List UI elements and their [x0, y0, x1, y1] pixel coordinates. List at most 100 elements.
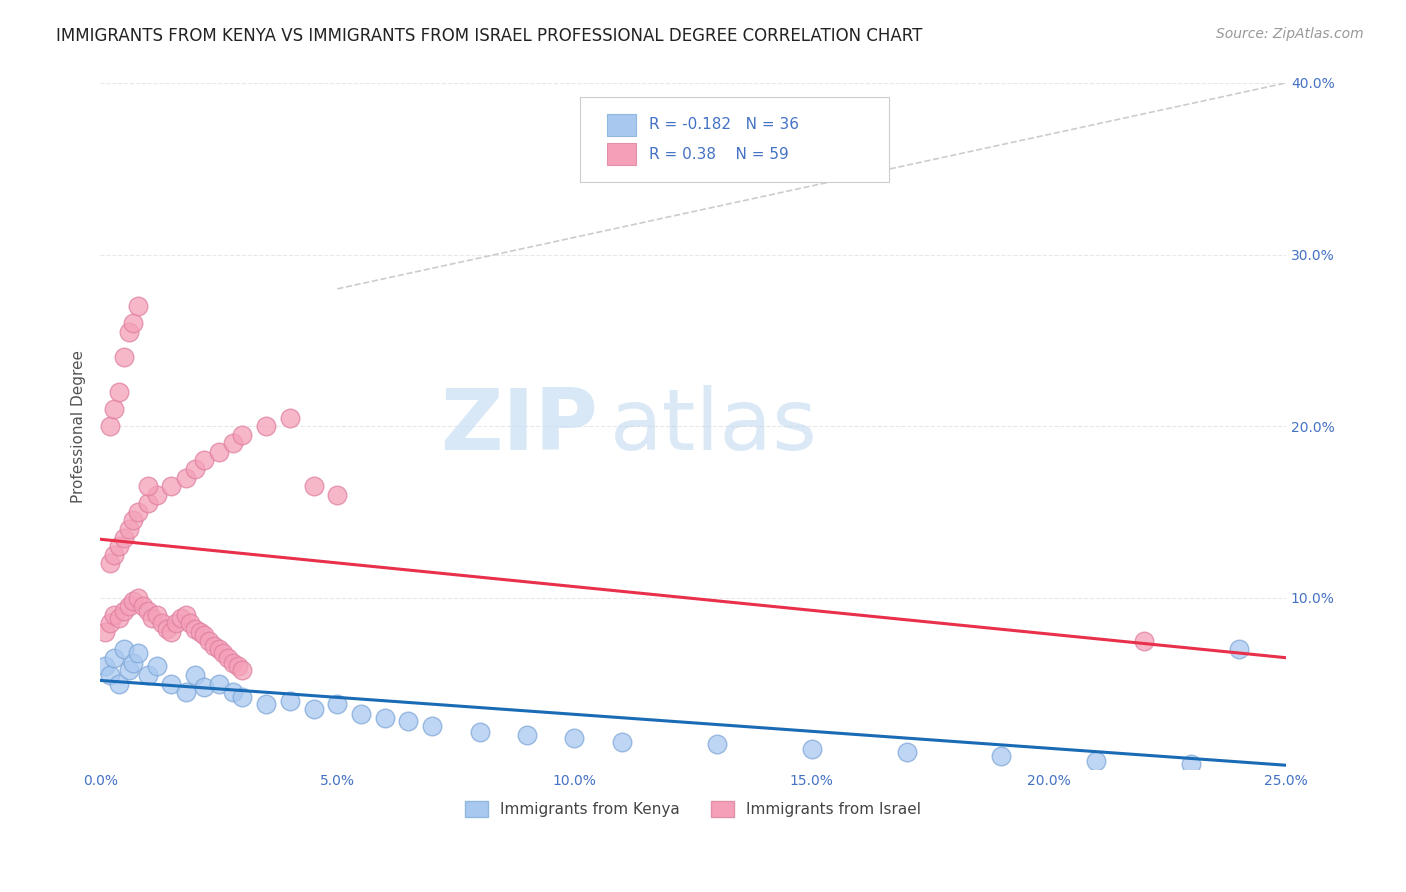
Point [231, 427, 253, 442]
Point [326, 488, 349, 502]
Point [706, 737, 728, 751]
Point [516, 728, 538, 742]
Point [896, 745, 918, 759]
Point [103, 548, 125, 562]
Text: Source: ZipAtlas.com: Source: ZipAtlas.com [1216, 27, 1364, 41]
Point [160, 676, 183, 690]
Point [122, 514, 145, 528]
Point [254, 697, 277, 711]
Point [155, 622, 177, 636]
Text: ZIP: ZIP [440, 384, 598, 467]
Point [160, 479, 183, 493]
Point [179, 616, 201, 631]
Point [136, 604, 159, 618]
Point [231, 690, 253, 705]
Point [122, 316, 145, 330]
Point [254, 419, 277, 434]
Point [231, 663, 253, 677]
FancyBboxPatch shape [606, 144, 636, 165]
Text: R = -0.182   N = 36: R = -0.182 N = 36 [650, 118, 799, 132]
FancyBboxPatch shape [606, 114, 636, 136]
Point [132, 599, 155, 614]
Point [468, 724, 491, 739]
Point [98, 616, 121, 631]
Legend: Immigrants from Kenya, Immigrants from Israel: Immigrants from Kenya, Immigrants from I… [460, 796, 927, 823]
Point [184, 668, 207, 682]
Point [141, 611, 163, 625]
Point [117, 325, 139, 339]
Point [108, 611, 131, 625]
Point [146, 488, 169, 502]
Point [202, 639, 225, 653]
Point [208, 676, 231, 690]
Point [610, 735, 633, 749]
Point [108, 384, 131, 399]
Point [174, 470, 197, 484]
Point [98, 557, 121, 571]
Point [1132, 633, 1154, 648]
FancyBboxPatch shape [581, 96, 889, 183]
Point [98, 668, 121, 682]
Point [117, 599, 139, 614]
Point [420, 719, 443, 733]
Text: IMMIGRANTS FROM KENYA VS IMMIGRANTS FROM ISRAEL PROFESSIONAL DEGREE CORRELATION : IMMIGRANTS FROM KENYA VS IMMIGRANTS FROM… [56, 27, 922, 45]
Point [103, 650, 125, 665]
Point [222, 656, 245, 670]
Point [108, 539, 131, 553]
Point [302, 479, 325, 493]
Point [127, 591, 149, 605]
Point [136, 479, 159, 493]
Point [278, 410, 301, 425]
Point [112, 604, 135, 618]
Text: R = 0.38    N = 59: R = 0.38 N = 59 [650, 147, 789, 161]
Point [564, 731, 586, 746]
Point [170, 611, 193, 625]
Point [146, 659, 169, 673]
Point [374, 711, 396, 725]
Point [150, 616, 173, 631]
Point [990, 748, 1012, 763]
Point [117, 663, 139, 677]
Point [122, 656, 145, 670]
Point [193, 628, 215, 642]
Y-axis label: Professional Degree: Professional Degree [72, 350, 86, 502]
Point [193, 453, 215, 467]
Point [184, 462, 207, 476]
Text: atlas: atlas [610, 384, 818, 467]
Point [136, 496, 159, 510]
Point [112, 531, 135, 545]
Point [398, 714, 420, 729]
Point [212, 646, 235, 660]
Point [127, 646, 149, 660]
Point [136, 668, 159, 682]
Point [350, 707, 373, 722]
Point [1180, 757, 1202, 772]
Point [208, 642, 231, 657]
Point [326, 697, 349, 711]
Point [222, 685, 245, 699]
Point [174, 685, 197, 699]
Point [188, 625, 211, 640]
Point [98, 419, 121, 434]
Point [165, 616, 187, 631]
Point [103, 607, 125, 622]
Point [103, 401, 125, 416]
Point [226, 659, 249, 673]
Point [122, 594, 145, 608]
Point [94, 659, 117, 673]
Point [302, 702, 325, 716]
Point [117, 522, 139, 536]
Point [160, 625, 183, 640]
Point [1085, 754, 1108, 768]
Point [222, 436, 245, 450]
Point [112, 351, 135, 365]
Point [800, 741, 823, 756]
Point [193, 680, 215, 694]
Point [127, 299, 149, 313]
Point [127, 505, 149, 519]
Point [146, 607, 169, 622]
Point [198, 633, 221, 648]
Point [108, 676, 131, 690]
Point [217, 650, 239, 665]
Point [208, 445, 231, 459]
